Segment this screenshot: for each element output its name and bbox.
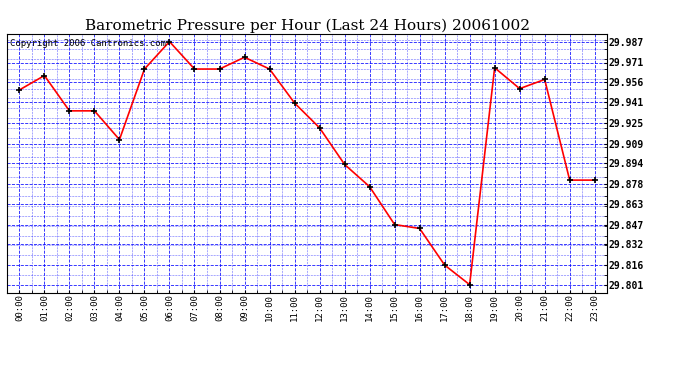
Title: Barometric Pressure per Hour (Last 24 Hours) 20061002: Barometric Pressure per Hour (Last 24 Ho… xyxy=(85,18,529,33)
Text: Copyright 2006 Cantronics.com: Copyright 2006 Cantronics.com xyxy=(10,39,166,48)
